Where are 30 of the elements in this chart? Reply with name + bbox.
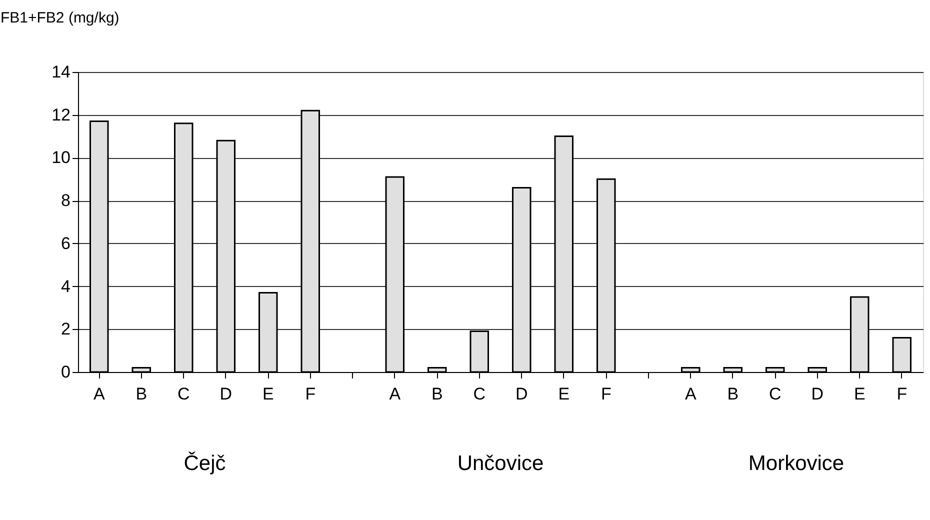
text: Čejč <box>184 451 226 475</box>
x-tick-label: F <box>600 384 612 404</box>
x-tick-label: B <box>727 384 739 404</box>
x-tick-label: B <box>136 384 148 404</box>
x-tick-label: C <box>768 384 782 404</box>
y-tick-label: 2 <box>61 320 70 339</box>
x-tick-label: E <box>558 384 570 404</box>
x-tick-label: E <box>262 384 274 404</box>
x-tick-label: A <box>684 384 697 404</box>
x-tick-label: C <box>177 384 190 404</box>
x-tick-label: D <box>220 384 232 404</box>
text: Morkovice <box>748 452 844 475</box>
y-axis-title: FB1+FB2 (mg/kg) <box>0 10 120 26</box>
x-tick-label: D <box>515 384 528 404</box>
y-tick-label: 12 <box>52 105 70 124</box>
x-tick-label: E <box>854 384 866 404</box>
y-tick-label: 14 <box>52 62 70 82</box>
y-tick-label: 0 <box>61 362 70 382</box>
y-tick-label: 4 <box>61 276 70 296</box>
x-tick-label: F <box>305 384 316 404</box>
y-tick-label: 8 <box>61 191 70 210</box>
x-tick-label: C <box>473 384 486 404</box>
y-tick-label: 10 <box>52 148 70 168</box>
x-tick-label: F <box>896 384 908 404</box>
y-tick-label: 6 <box>61 234 70 253</box>
x-tick-label: A <box>389 384 402 404</box>
text: Unčovice <box>457 452 544 475</box>
x-tick-label: D <box>811 384 824 404</box>
x-tick-label: A <box>93 384 106 404</box>
x-tick-label: B <box>431 384 443 404</box>
